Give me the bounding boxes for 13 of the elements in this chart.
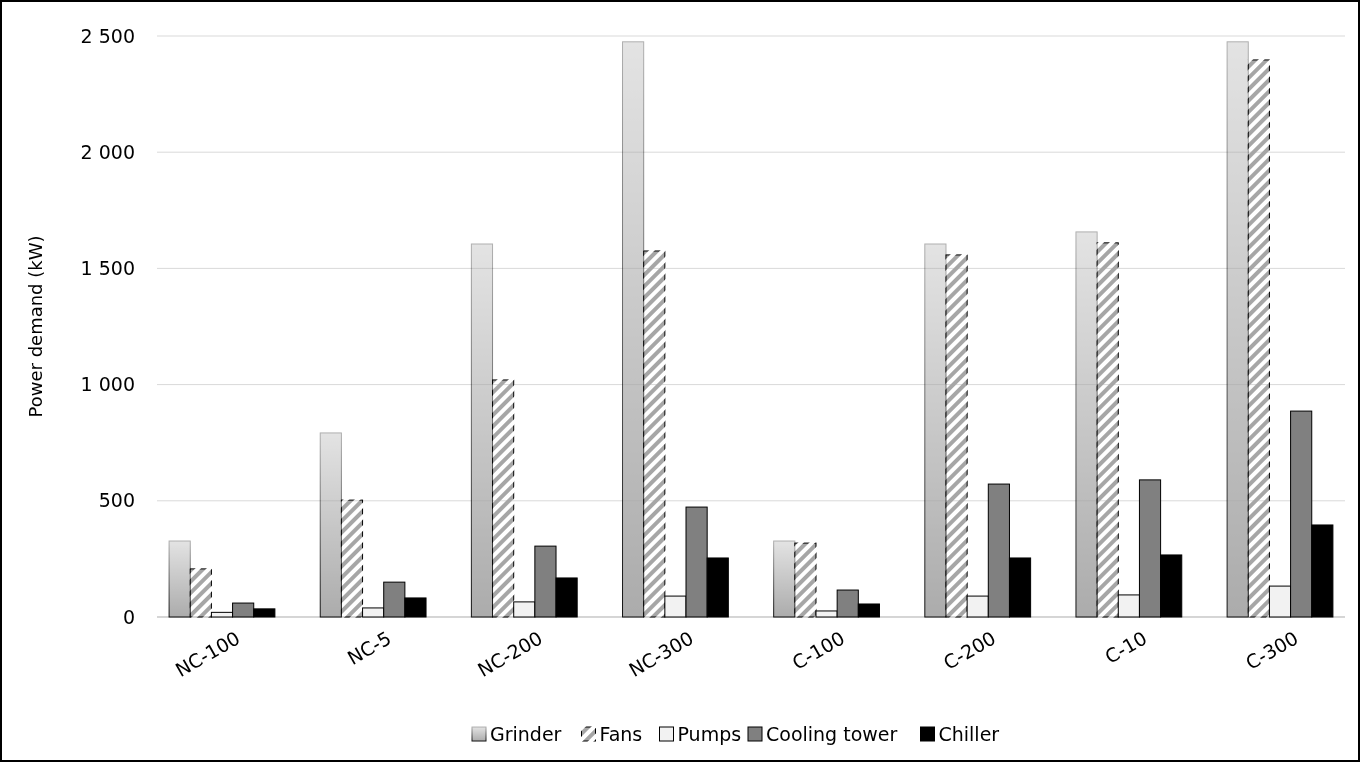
x-tick-label: C-10: [1101, 626, 1151, 668]
y-axis-title: Power demand (kW): [25, 235, 46, 418]
legend-label: Fans: [599, 722, 643, 745]
legend-label: Grinder: [490, 722, 562, 745]
y-tick-label: 2 500: [80, 24, 135, 47]
y-tick-label: 0: [122, 605, 135, 628]
y-tick-label: 2 000: [80, 140, 135, 163]
legend-label: Pumps: [677, 722, 742, 745]
y-tick-label: 1 000: [80, 373, 135, 396]
legend-label: Cooling tower: [766, 722, 898, 745]
y-tick-label: 1 500: [80, 257, 135, 280]
y-tick-label: 500: [98, 489, 135, 512]
legend-label: Chiller: [938, 722, 1000, 745]
